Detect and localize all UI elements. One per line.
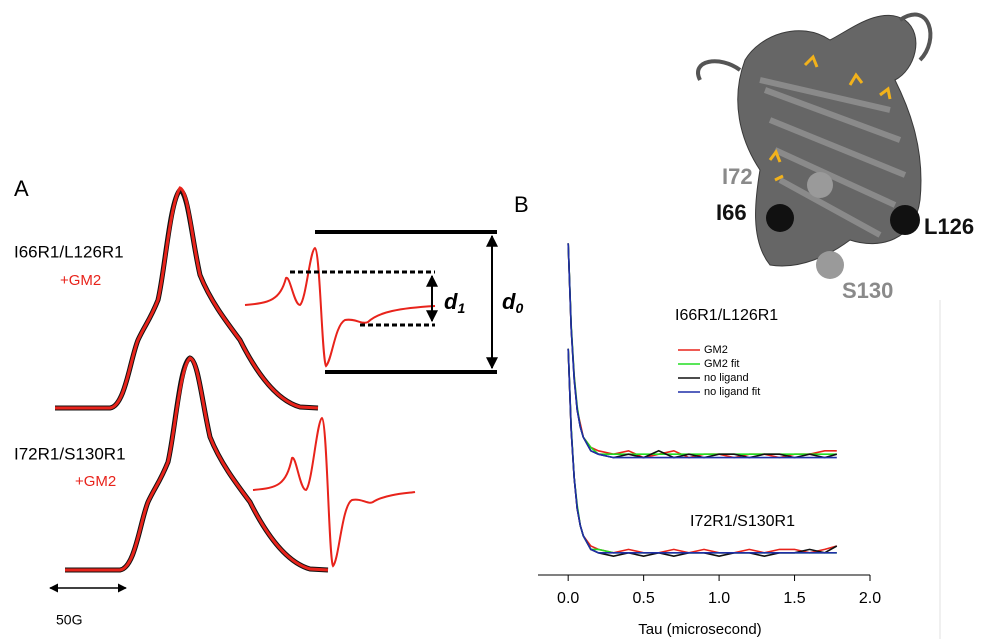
- d1-label: d1: [444, 289, 465, 316]
- x-tick-label: 0.5: [633, 590, 655, 607]
- panel-label: A: [14, 176, 29, 201]
- x-tick-label: 1.5: [783, 590, 805, 607]
- x-tick-label: 2.0: [859, 590, 881, 607]
- protein-structure: [698, 15, 930, 279]
- subscript: 0: [515, 300, 523, 316]
- legend-label: GM2: [704, 344, 728, 356]
- condition-label: +GM2: [75, 473, 116, 490]
- residue-label: L126: [924, 214, 974, 239]
- spectrum-label: I72R1/S130R1: [14, 444, 126, 463]
- scale-label: 50G: [56, 612, 82, 628]
- data-line: [568, 243, 837, 457]
- spectrum-bottom: [65, 358, 328, 570]
- data-line: [568, 243, 837, 454]
- set-label: I72R1/S130R1: [690, 513, 795, 530]
- data-line: [568, 243, 837, 457]
- data-line: [568, 243, 837, 457]
- subscript: 1: [457, 300, 465, 316]
- x-axis-title: Tau (microsecond): [638, 621, 761, 638]
- symbol: d: [444, 289, 458, 314]
- residue-label: S130: [842, 278, 893, 303]
- set-label: I66R1/L126R1: [675, 307, 778, 324]
- legend-label: no ligand fit: [704, 386, 760, 398]
- d0-label: d0: [502, 289, 523, 316]
- figure: A I66R1/L126R1 +GM2 I72R1/S130R1 +GM2 d1…: [0, 0, 995, 639]
- derivative-spectrum: [245, 248, 435, 366]
- condition-label: +GM2: [60, 272, 101, 289]
- symbol: d: [502, 289, 516, 314]
- spectrum-top: [55, 188, 318, 408]
- spectrum-label: I66R1/L126R1: [14, 242, 124, 261]
- residue-label: I72: [722, 164, 753, 189]
- panel-label: B: [514, 192, 529, 217]
- x-tick-label: 1.0: [708, 590, 730, 607]
- residue-label: I66: [716, 200, 747, 225]
- legend-label: GM2 fit: [704, 358, 739, 370]
- page: {"panel_a": {"label": "A", "spectra": [{…: [0, 0, 995, 639]
- legend-label: no ligand: [704, 372, 749, 384]
- x-tick-label: 0.0: [557, 590, 579, 607]
